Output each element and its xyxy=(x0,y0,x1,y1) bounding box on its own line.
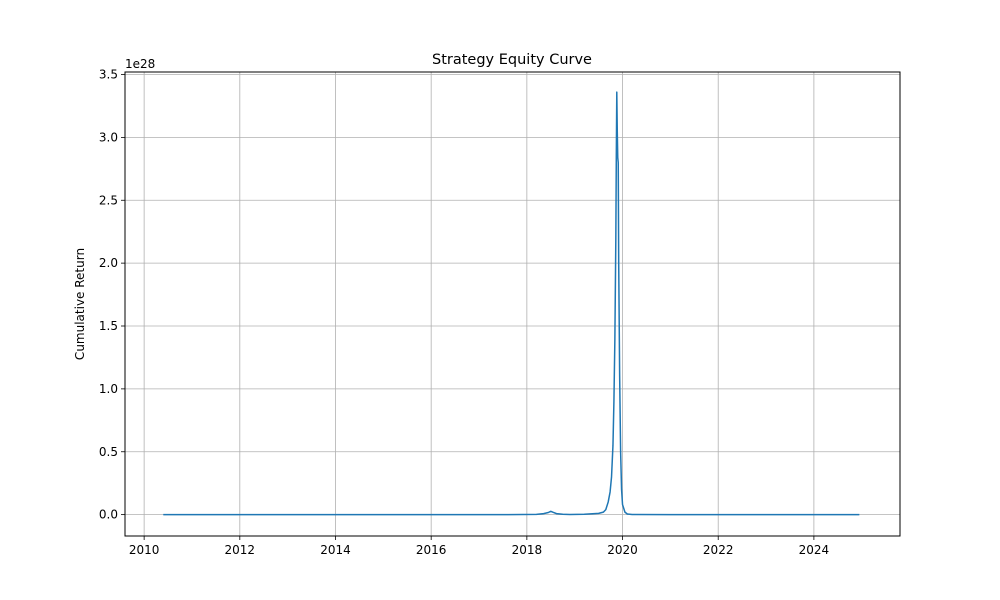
x-tick-label: 2022 xyxy=(703,543,734,557)
y-tick-label: 1.5 xyxy=(99,319,118,333)
y-tick-label: 2.5 xyxy=(99,193,118,207)
x-tick-label: 2024 xyxy=(799,543,830,557)
y-tick-label: 0.0 xyxy=(99,508,118,522)
x-tick-label: 2010 xyxy=(129,543,160,557)
x-tick-label: 2014 xyxy=(320,543,351,557)
y-tick-label: 0.5 xyxy=(99,445,118,459)
x-tick-label: 2020 xyxy=(607,543,638,557)
y-tick-label: 3.0 xyxy=(99,130,118,144)
y-tick-label: 1.0 xyxy=(99,382,118,396)
series-group xyxy=(163,91,860,516)
plot-frame xyxy=(124,71,901,537)
grid-lines xyxy=(125,72,900,536)
y-tick-label: 3.5 xyxy=(99,68,118,82)
x-tick-label: 2016 xyxy=(416,543,447,557)
x-tick-label: 2018 xyxy=(512,543,543,557)
y-axis-label: Cumulative Return xyxy=(73,248,87,360)
chart-title: Strategy Equity Curve xyxy=(432,52,592,68)
x-tick-label: 2012 xyxy=(225,543,256,557)
y-tick-label: 2.0 xyxy=(99,256,118,270)
axis-ticks: 2010 2012 2014 2016 2018 2020 2022 2024 0.0 0.5 1.… xyxy=(99,68,829,557)
y-offset-label: 1e28 xyxy=(125,57,155,71)
series-line xyxy=(163,91,860,516)
